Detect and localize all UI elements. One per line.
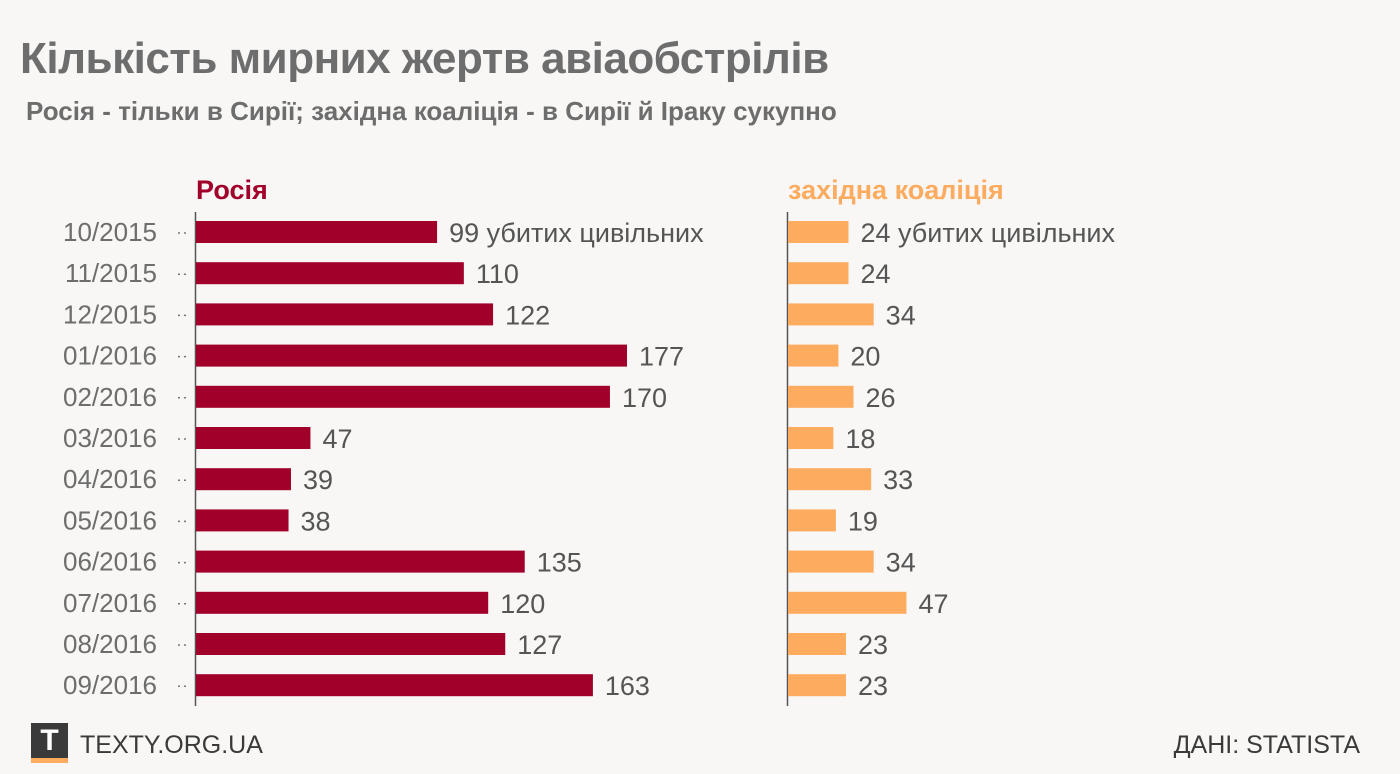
- chart-title: Кількість мирних жертв авіаобстрілів: [20, 34, 829, 83]
- bar-coalition: [788, 550, 874, 573]
- bar-coalition: [788, 427, 834, 449]
- data-label-russia: 170: [622, 383, 667, 413]
- category-label: 01/2016: [63, 341, 157, 371]
- bar-russia: [196, 344, 627, 367]
- data-label-russia: 47: [322, 424, 352, 454]
- bar-russia: [196, 385, 610, 408]
- bar-russia: [196, 468, 291, 491]
- chart-subtitle: Росія - тільки в Сирії; західна коаліція…: [26, 96, 837, 126]
- bar-coalition: [788, 344, 839, 367]
- data-label-coalition: 26: [866, 383, 896, 413]
- bar-russia: [196, 262, 464, 285]
- bar-coalition: [788, 221, 849, 243]
- data-label-coalition: 23: [858, 671, 888, 701]
- bar-russia: [196, 427, 311, 449]
- bar-coalition: [788, 633, 846, 655]
- category-label: 02/2016: [63, 382, 157, 412]
- data-label-coalition: 23: [858, 630, 888, 660]
- category-label: 06/2016: [63, 547, 157, 577]
- logo-accent-bar: [31, 758, 68, 763]
- data-label-russia: 39: [303, 465, 333, 495]
- bar-russia: [196, 509, 289, 532]
- data-label-russia: 163: [605, 671, 650, 701]
- data-label-coalition: 20: [850, 342, 880, 372]
- data-label-coalition: 18: [845, 424, 875, 454]
- data-label-russia: 127: [517, 630, 562, 660]
- data-label-russia: 177: [639, 342, 684, 372]
- data-label-coalition: 24 убитих цивільних: [860, 218, 1115, 248]
- bar-coalition: [788, 385, 854, 408]
- category-label: 09/2016: [63, 670, 157, 700]
- data-label-russia: 135: [537, 548, 582, 578]
- bar-russia: [196, 550, 525, 573]
- category-label: 12/2015: [63, 299, 157, 329]
- bar-coalition: [788, 674, 846, 697]
- bar-russia: [196, 303, 494, 326]
- category-label: 05/2016: [63, 505, 157, 535]
- bar-russia: [196, 221, 438, 243]
- bar-russia: [196, 591, 489, 614]
- category-label: 04/2016: [63, 464, 157, 494]
- data-label-russia: 122: [505, 300, 550, 330]
- bar-russia: [196, 674, 593, 697]
- category-label: 08/2016: [63, 629, 157, 659]
- data-label-coalition: 19: [848, 506, 878, 536]
- series-label-coalition: західна коаліція: [788, 175, 1004, 205]
- series-label-russia: Росія: [196, 175, 268, 205]
- category-label: 07/2016: [63, 588, 157, 618]
- bar-coalition: [788, 262, 849, 285]
- bar-coalition: [788, 468, 872, 491]
- data-label-coalition: 24: [860, 259, 890, 289]
- bar-russia: [196, 633, 506, 655]
- data-label-russia: 99 убитих цивільних: [449, 218, 704, 248]
- footer-source: ДАНІ: STATISTA: [1173, 731, 1360, 759]
- data-label-coalition: 34: [886, 548, 916, 578]
- category-label: 10/2015: [63, 217, 157, 247]
- data-label-coalition: 33: [883, 465, 913, 495]
- category-label: 03/2016: [63, 423, 157, 453]
- category-label: 11/2015: [65, 258, 157, 288]
- data-label-russia: 110: [476, 259, 519, 289]
- texty-logo: T: [31, 723, 68, 763]
- data-label-russia: 38: [301, 506, 331, 536]
- logo-letter: T: [40, 724, 59, 757]
- data-label-russia: 120: [500, 589, 545, 619]
- bar-coalition: [788, 509, 836, 532]
- data-label-coalition: 34: [886, 300, 916, 330]
- bar-coalition: [788, 591, 907, 614]
- footer-site: TEXTY.ORG.UA: [80, 731, 263, 759]
- bar-coalition: [788, 303, 874, 326]
- data-label-coalition: 47: [918, 589, 948, 619]
